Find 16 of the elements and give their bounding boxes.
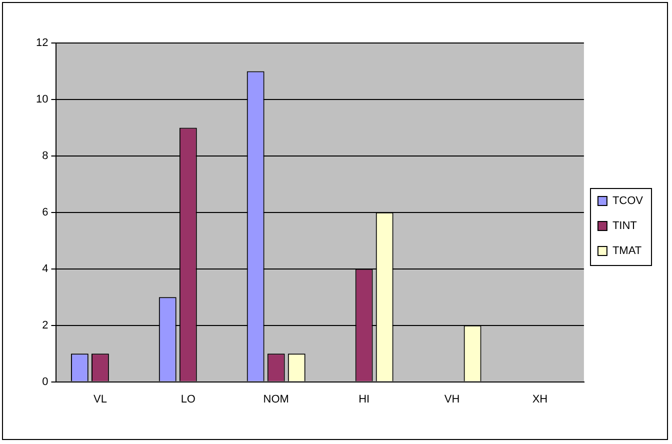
x-tick-label: NOM [263,393,289,406]
x-tick-label: LO [180,393,196,406]
y-tick-label: 4 [42,262,48,275]
x-tick-label: XH [532,393,548,406]
y-tick-label: 6 [42,206,48,218]
x-tick-label: VL [93,393,107,406]
y-tick-label: 10 [36,94,48,106]
y-tick-label: 0 [42,376,48,388]
y-tick-label: 12 [36,37,48,50]
x-tick-label: VH [444,393,460,406]
legend-label: TMAT [612,245,642,258]
legend-label: TCOV [612,195,644,208]
legend-label: TINT [612,220,638,232]
y-tick-label: 8 [42,150,48,162]
x-tick-label: HI [358,393,370,406]
y-tick-label: 2 [42,319,48,332]
